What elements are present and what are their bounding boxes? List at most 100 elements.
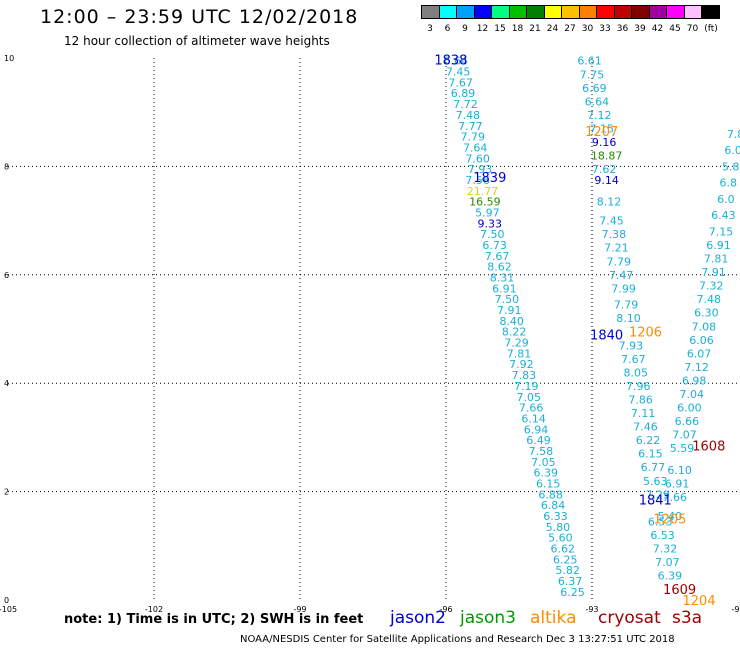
swh-value: 6.0 bbox=[717, 193, 735, 206]
swh-value: 6.25 bbox=[560, 586, 585, 599]
y-tick-label: 4 bbox=[4, 379, 9, 388]
swh-value: 6.62 bbox=[551, 543, 576, 556]
swh-value: 6.73 bbox=[482, 239, 507, 252]
swh-value: 7.77 bbox=[458, 120, 483, 133]
swh-value: 7.60 bbox=[465, 152, 490, 165]
color-scale-swatch bbox=[526, 5, 545, 19]
swh-value: 6.64 bbox=[443, 55, 468, 68]
swh-value: 7.67 bbox=[485, 250, 510, 263]
pass-time-label: 1841 bbox=[639, 494, 672, 509]
swh-value: 7.66 bbox=[519, 402, 544, 415]
color-scale-swatch bbox=[456, 5, 475, 19]
swh-value: 7.08 bbox=[692, 320, 717, 333]
legend-altika: altika bbox=[530, 608, 577, 628]
x-tick-label: -102 bbox=[145, 605, 163, 614]
color-scale-label: 3 bbox=[427, 24, 433, 34]
swh-value: 7.93 bbox=[468, 163, 493, 176]
swh-value: 5.40 bbox=[658, 510, 683, 523]
swh-value: 7.8 bbox=[727, 128, 740, 141]
color-scale-swatch bbox=[508, 5, 527, 19]
swh-value: 7.99 bbox=[611, 282, 636, 295]
color-scale-swatch bbox=[578, 5, 597, 19]
swh-value: 16.59 bbox=[469, 196, 501, 209]
swh-value: 7.79 bbox=[607, 255, 632, 268]
swh-value: 7.64 bbox=[463, 141, 488, 154]
swh-value: 7.92 bbox=[509, 358, 534, 371]
y-tick-label: 6 bbox=[4, 271, 9, 280]
legend-cryosat: cryosat bbox=[598, 608, 661, 628]
legend-jason2: jason2 bbox=[390, 608, 446, 628]
color-scale-label: 15 bbox=[494, 24, 506, 34]
swh-value: 21.77 bbox=[467, 185, 499, 198]
pass-time-label: 1838 bbox=[434, 54, 467, 69]
swh-value: 6.0 bbox=[724, 144, 740, 157]
y-tick-label: 2 bbox=[4, 488, 9, 497]
color-scale-swatch bbox=[421, 5, 440, 19]
swh-value: 7.79 bbox=[461, 131, 486, 144]
swh-value: 7.93 bbox=[619, 339, 644, 352]
swh-value: 8.12 bbox=[597, 196, 622, 209]
swh-value: 7.83 bbox=[512, 369, 537, 382]
x-tick-label: -99 bbox=[293, 605, 306, 614]
swh-value: 7.50 bbox=[480, 228, 505, 241]
color-scale-label: 24 bbox=[546, 24, 559, 34]
color-scale-label: 45 bbox=[669, 24, 681, 34]
swh-value: 7.66 bbox=[662, 491, 687, 504]
swh-value: 6.15 bbox=[536, 477, 561, 490]
swh-value: 6.39 bbox=[534, 467, 559, 480]
swh-value: 6.98 bbox=[682, 374, 707, 387]
color-scale-label: 36 bbox=[616, 24, 629, 34]
swh-value: 7.29 bbox=[504, 337, 529, 350]
color-scale-label: 18 bbox=[511, 24, 524, 34]
swh-value: 6.37 bbox=[558, 575, 583, 588]
swh-value: 8.10 bbox=[616, 312, 641, 325]
swh-value: 5.8 bbox=[722, 160, 740, 173]
color-scale-swatch bbox=[491, 5, 510, 19]
x-tick-label: -90 bbox=[731, 605, 740, 614]
swh-value: 7.12 bbox=[684, 361, 709, 374]
swh-value: 6.53 bbox=[650, 529, 675, 542]
swh-value: 7.72 bbox=[453, 98, 478, 111]
swh-value: 7.32 bbox=[699, 280, 724, 293]
swh-value: 7.67 bbox=[621, 353, 646, 366]
swh-value: 7.46 bbox=[633, 421, 658, 434]
swh-value: 7.79 bbox=[614, 299, 639, 312]
color-scale-swatch bbox=[648, 5, 667, 19]
swh-value: 5.80 bbox=[546, 521, 571, 534]
swh-value: 6.49 bbox=[526, 434, 551, 447]
swh-value: 7.96 bbox=[626, 380, 651, 393]
swh-value: 5.63 bbox=[643, 475, 668, 488]
swh-value: 7.07 bbox=[655, 556, 680, 569]
swh-value: 7.50 bbox=[495, 293, 520, 306]
swh-value: 5.60 bbox=[548, 532, 573, 545]
swh-value: 6.64 bbox=[585, 95, 610, 108]
color-scale-swatch bbox=[613, 5, 632, 19]
swh-value: 6.33 bbox=[543, 510, 568, 523]
pass-time-label: 1206 bbox=[629, 326, 662, 341]
pass-time-label: 1608 bbox=[692, 440, 725, 455]
swh-value: 7.29 bbox=[645, 488, 670, 501]
swh-value: 6.10 bbox=[667, 464, 692, 477]
swh-value: 7.45 bbox=[599, 215, 624, 228]
footer-credit: NOAA/NESDIS Center for Satellite Applica… bbox=[240, 634, 675, 645]
swh-value: 5.59 bbox=[670, 442, 695, 455]
swh-value: 7.91 bbox=[497, 304, 522, 317]
swh-value: 9.14 bbox=[594, 174, 619, 187]
pass-time-label: 1204 bbox=[683, 594, 716, 609]
pass-time-label: 1840 bbox=[590, 328, 623, 343]
color-scale-label: 27 bbox=[564, 24, 576, 34]
color-scale-swatch bbox=[596, 5, 615, 19]
color-scale-label: 70 bbox=[686, 24, 699, 34]
swh-value: 7.38 bbox=[602, 228, 627, 241]
swh-value: 7.04 bbox=[680, 388, 705, 401]
color-scale-swatch bbox=[701, 5, 720, 19]
swh-value: 7.48 bbox=[697, 293, 722, 306]
swh-value: 7.45 bbox=[446, 66, 471, 79]
note-text: note: 1) Time is in UTC; 2) SWH is in fe… bbox=[64, 612, 364, 627]
pass-time-label: 1609 bbox=[663, 583, 696, 598]
swh-value: 7.11 bbox=[631, 407, 656, 420]
x-tick-label: -96 bbox=[439, 605, 452, 614]
swh-value: 7.58 bbox=[529, 445, 554, 458]
